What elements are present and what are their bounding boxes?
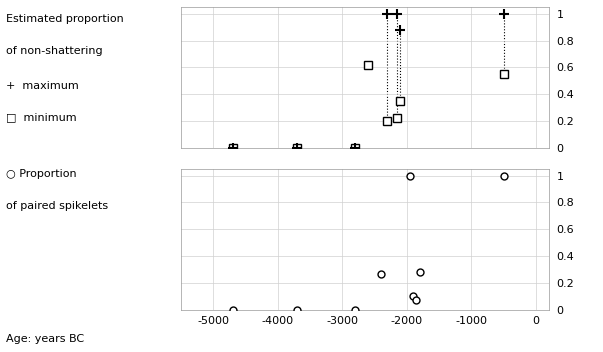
Text: of non-shattering: of non-shattering <box>6 46 103 56</box>
Text: Estimated proportion: Estimated proportion <box>6 14 124 24</box>
Text: +  maximum: + maximum <box>6 81 79 91</box>
Text: of paired spikelets: of paired spikelets <box>6 201 108 210</box>
Text: □  minimum: □ minimum <box>6 113 77 122</box>
Text: ○ Proportion: ○ Proportion <box>6 169 77 179</box>
Text: Age: years BC: Age: years BC <box>6 334 84 344</box>
